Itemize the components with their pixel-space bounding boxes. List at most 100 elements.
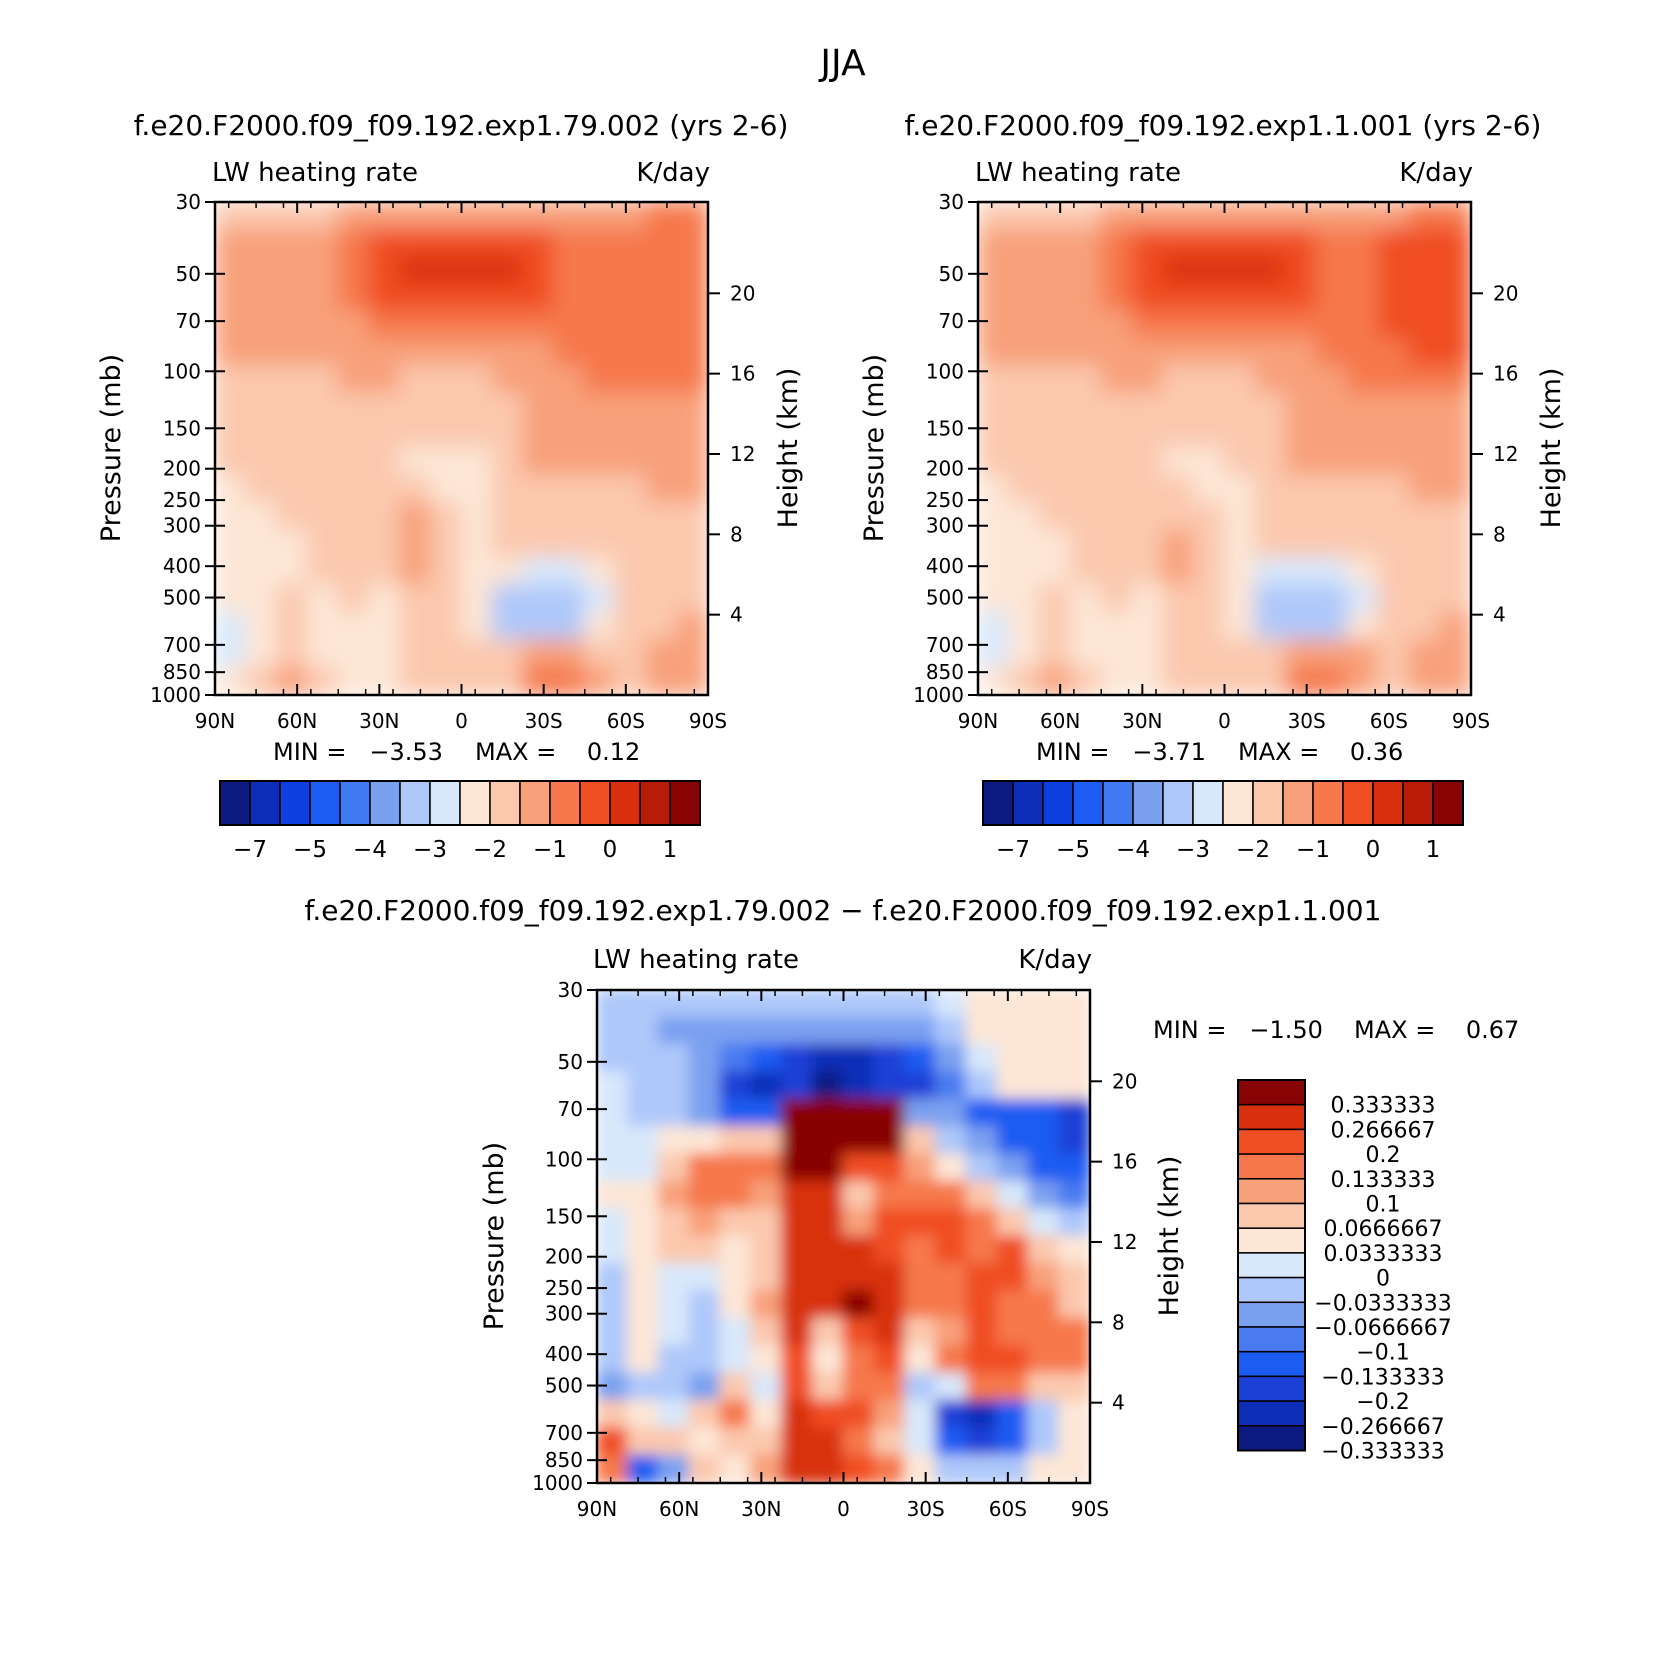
heatmap-cell — [1285, 557, 1318, 587]
heatmap-cell — [1254, 228, 1288, 258]
heatmap-cell — [583, 283, 617, 313]
heatmap-cell — [676, 310, 708, 340]
heatmap-cell — [657, 1372, 691, 1402]
heatmap-cell — [491, 529, 525, 560]
heatmap-cell — [965, 1290, 999, 1320]
heatmap-cell — [522, 392, 555, 423]
heatmap-cell — [873, 1016, 907, 1046]
panel-1-max: MAX = 0.12 — [475, 738, 640, 766]
heatmap-cell — [1223, 584, 1257, 614]
heatmap-cell — [934, 1153, 968, 1183]
heatmap-cell — [811, 1153, 845, 1183]
panel-2-min: MIN = −3.71 — [1036, 738, 1206, 766]
heatmap-cell — [811, 1454, 845, 1483]
heatmap-cell — [904, 1208, 937, 1238]
heatmap-cell — [1007, 310, 1041, 340]
heatmap-cell — [1058, 1180, 1090, 1211]
y-right-tick-label: 20 — [1493, 281, 1518, 305]
heatmap-cell — [306, 639, 340, 669]
heatmap-cell — [398, 447, 432, 477]
heatmap-cell — [398, 639, 432, 669]
panel-1-right-label: K/day — [636, 158, 710, 188]
heatmap-cell — [1439, 666, 1471, 695]
x-tick-label: 60S — [607, 709, 645, 733]
colorbar-swatch — [1432, 780, 1464, 826]
heatmap-cell — [1408, 392, 1442, 423]
heatmap-cell — [842, 1125, 876, 1156]
heatmap-cell — [780, 1153, 814, 1183]
heatmap-cell — [1408, 447, 1442, 477]
y-right-tick-label: 16 — [1112, 1150, 1137, 1174]
heatmap-cell — [1069, 611, 1103, 642]
heatmap-cell — [306, 202, 340, 231]
heatmap-cell — [676, 365, 708, 395]
heatmap-cell — [1100, 365, 1134, 395]
heatmap-cell — [460, 557, 494, 587]
heatmap-cell — [965, 1235, 999, 1265]
heatmap-cell — [1254, 283, 1288, 313]
heatmap-cell — [978, 255, 1010, 286]
heatmap-cell — [1223, 447, 1257, 477]
heatmap-cell — [1100, 529, 1134, 560]
heatmap-cell — [1408, 666, 1442, 695]
heatmap-cell — [275, 447, 309, 477]
heatmap-cell — [597, 1290, 629, 1320]
heatmap-cell — [719, 1125, 753, 1156]
y-tick-label: 700 — [163, 633, 201, 657]
heatmap-cell — [1131, 611, 1164, 642]
heatmap-cell — [552, 392, 586, 423]
heatmap-cell — [645, 502, 679, 532]
heatmap-cell — [750, 1454, 783, 1483]
x-tick-label: 30N — [741, 1497, 781, 1521]
colorbar-swatch — [1372, 780, 1404, 826]
heatmap-cell — [1254, 557, 1288, 587]
colorbar-swatch — [1222, 780, 1254, 826]
heatmap-cell — [1377, 584, 1411, 614]
heatmap-cell — [811, 1345, 845, 1375]
heatmap-cell — [750, 1208, 783, 1238]
heatmap-cell — [1192, 557, 1226, 587]
colorbar-swatch — [1237, 1153, 1306, 1180]
heatmap-cell — [934, 1235, 968, 1265]
heatmap-cell — [645, 529, 679, 560]
heatmap-cell — [750, 1372, 783, 1402]
heatmap-cell — [811, 990, 845, 1019]
heatmap-cell — [306, 392, 340, 423]
heatmap-cell — [645, 611, 679, 642]
heatmap-cell — [244, 283, 278, 313]
heatmap-cell — [1100, 283, 1134, 313]
colorbar-label: −0.333333 — [1321, 1440, 1444, 1465]
heatmap-cell — [842, 1153, 876, 1183]
heatmap-cell — [626, 1290, 660, 1320]
heatmap-cell — [873, 1290, 907, 1320]
heatmap-cell — [873, 1180, 907, 1211]
y-tick-label: 500 — [545, 1374, 583, 1398]
heatmap-cell — [583, 310, 617, 340]
heatmap-cell — [244, 502, 278, 532]
heatmap-cell — [306, 255, 340, 286]
heatmap-cell — [1069, 584, 1103, 614]
heatmap-cell — [978, 392, 1010, 423]
panel-3-heatmap — [597, 990, 1090, 1483]
heatmap-cell — [1058, 1016, 1090, 1046]
heatmap-cell — [398, 474, 432, 505]
heatmap-cell — [429, 529, 463, 560]
heatmap-cell — [552, 420, 586, 450]
heatmap-cell — [996, 1262, 1030, 1293]
heatmap-cell — [676, 447, 708, 477]
heatmap-cell — [522, 228, 555, 258]
panel-2-ylabel-right: Height (km) — [1536, 368, 1567, 529]
heatmap-cell — [1439, 310, 1471, 340]
heatmap-cell — [904, 1399, 937, 1430]
heatmap-cell — [1285, 255, 1318, 286]
heatmap-cell — [597, 1454, 629, 1483]
heatmap-cell — [965, 1016, 999, 1046]
heatmap-cell — [614, 666, 648, 695]
heatmap-cell — [996, 990, 1030, 1019]
heatmap-cell — [1439, 228, 1471, 258]
y-tick-label: 50 — [939, 262, 964, 286]
heatmap-cell — [1058, 990, 1090, 1019]
heatmap-cell — [597, 1372, 629, 1402]
heatmap-cell — [750, 1180, 783, 1211]
heatmap-cell — [780, 1043, 814, 1074]
